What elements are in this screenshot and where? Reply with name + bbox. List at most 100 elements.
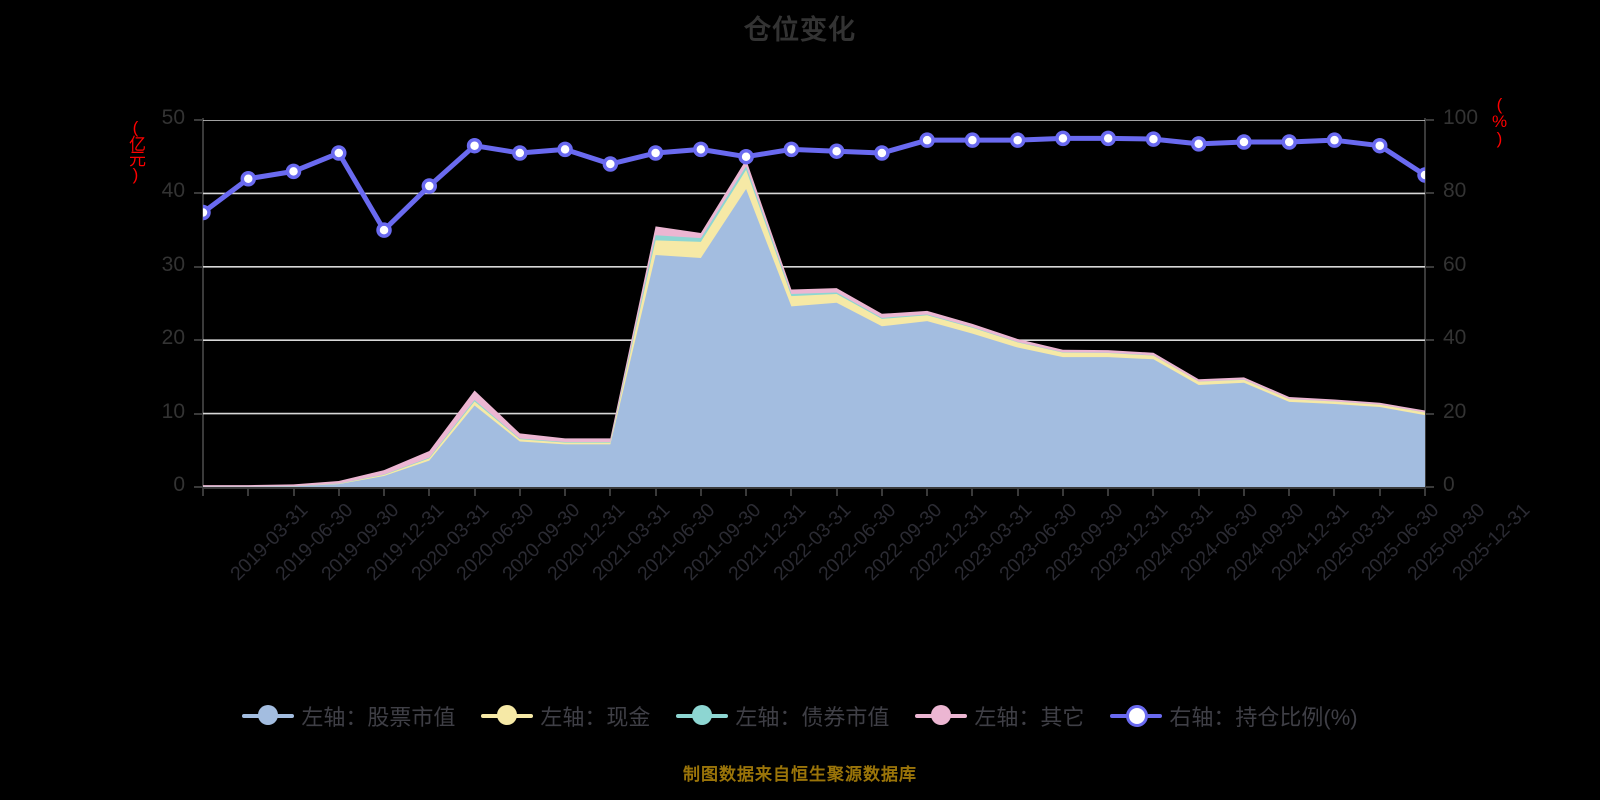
area-series-0 <box>203 188 1425 487</box>
ratio-data-point[interactable] <box>1145 131 1162 147</box>
ratio-data-point[interactable] <box>512 145 528 161</box>
chart-legend: 左轴：股票市值 左轴：现金 左轴：债券市值 左轴：其它 右轴：持仓比例(%) <box>0 700 1600 732</box>
x-axis-tick-mark <box>1016 487 1019 496</box>
ratio-data-point[interactable] <box>874 145 890 161</box>
left-axis-tick-mark <box>194 486 203 488</box>
x-axis-tick-mark <box>564 487 567 496</box>
x-axis-tick-mark <box>202 487 204 496</box>
legend-item-1[interactable]: 左轴：现金 <box>481 700 650 732</box>
ratio-data-point[interactable] <box>1326 132 1343 148</box>
left-axis-tick-mark <box>194 339 203 342</box>
left-axis-tick-mark <box>194 192 203 195</box>
right-axis-tick-mark <box>1425 119 1434 121</box>
right-axis-unit-label: (%) <box>1490 95 1509 146</box>
ratio-data-point[interactable] <box>828 143 845 159</box>
ratio-data-point[interactable] <box>240 170 257 187</box>
left-axis-line <box>202 118 204 489</box>
right-axis-tick-mark <box>1425 265 1434 268</box>
x-axis-tick-mark <box>971 487 974 496</box>
ratio-data-point[interactable] <box>783 141 800 158</box>
x-axis-tick-mark <box>1378 487 1381 496</box>
left-axis-tick-mark <box>194 265 203 268</box>
x-axis-tick-mark <box>1424 487 1426 496</box>
x-axis-tick-mark <box>745 487 748 496</box>
x-axis-tick-mark <box>1152 487 1155 496</box>
legend-label: 右轴：持仓比例(%) <box>1169 705 1358 730</box>
bottom-axis-line <box>202 487 1426 489</box>
x-axis-tick-mark <box>609 487 612 496</box>
ratio-data-point[interactable] <box>557 141 573 158</box>
x-axis-tick-mark <box>518 487 521 496</box>
footer-note: 制图数据来自恒生聚源数据库 <box>683 765 917 784</box>
x-axis-tick-mark <box>790 487 793 496</box>
plot-area <box>203 120 1425 487</box>
legend-item-3[interactable]: 左轴：其它 <box>915 700 1084 732</box>
x-axis-tick-mark <box>926 487 929 496</box>
x-axis-tick-mark <box>1197 487 1200 496</box>
ratio-data-point[interactable] <box>1190 136 1207 152</box>
left-axis-tick-label: 10 <box>161 399 185 423</box>
ratio-data-point[interactable] <box>693 141 709 158</box>
right-axis-tick-label: 60 <box>1443 252 1467 276</box>
legend-dot <box>1126 705 1149 727</box>
legend-label: 左轴：债券市值 <box>735 705 890 730</box>
x-axis-tick-mark <box>835 487 838 496</box>
legend-label: 左轴：其它 <box>974 705 1085 730</box>
ratio-data-point[interactable] <box>1236 134 1252 150</box>
x-axis-tick-mark <box>1288 487 1291 496</box>
ratio-data-point[interactable] <box>738 148 754 165</box>
left-axis-tick-label: 40 <box>161 179 185 203</box>
series-marker-icon <box>915 705 968 727</box>
x-axis-tick-mark <box>292 487 295 496</box>
series-marker-icon <box>676 705 729 727</box>
ratio-data-point[interactable] <box>1281 134 1297 150</box>
ratio-data-point[interactable] <box>1009 132 1026 148</box>
x-axis-tick-mark <box>1107 487 1110 496</box>
legend-dot <box>692 705 713 725</box>
page-title: 仓位变化 <box>744 15 856 45</box>
legend-item-2[interactable]: 左轴：债券市值 <box>676 700 889 732</box>
x-axis-tick-mark <box>654 487 657 496</box>
right-axis-tick-mark <box>1425 486 1434 488</box>
right-axis-tick-label: 40 <box>1443 326 1467 350</box>
left-axis-tick-label: 0 <box>173 473 185 496</box>
left-axis-tick-mark <box>194 119 203 121</box>
x-axis-tick-mark <box>880 487 883 496</box>
right-axis-line <box>1424 118 1426 489</box>
right-axis-tick-label: 0 <box>1443 473 1455 496</box>
ratio-data-point[interactable] <box>964 132 981 148</box>
x-axis-tick-mark <box>1333 487 1336 496</box>
right-axis-tick-mark <box>1425 339 1434 342</box>
ratio-data-point[interactable] <box>1055 130 1071 147</box>
ratio-data-point[interactable] <box>421 178 438 194</box>
ratio-data-point[interactable] <box>331 145 347 161</box>
legend-label: 左轴：股票市值 <box>301 705 456 730</box>
x-axis-tick-mark <box>1061 487 1064 496</box>
ratio-data-point[interactable] <box>1100 130 1116 147</box>
ratio-data-point[interactable] <box>647 145 664 161</box>
ratio-data-point[interactable] <box>602 156 619 172</box>
legend-item-0[interactable]: 左轴：股票市值 <box>242 700 455 732</box>
legend-item-4[interactable]: 右轴：持仓比例(%) <box>1110 700 1358 732</box>
series-marker-icon <box>481 705 534 727</box>
ratio-data-point[interactable] <box>1417 167 1425 183</box>
ratio-data-point[interactable] <box>1371 137 1388 154</box>
x-axis-tick-mark <box>247 487 250 496</box>
right-axis-tick-label: 20 <box>1443 399 1467 423</box>
left-axis-unit-label: (亿元) <box>126 118 145 182</box>
left-axis-tick-label: 50 <box>161 106 185 129</box>
x-axis-tick-mark <box>337 487 340 496</box>
legend-label: 左轴：现金 <box>540 705 651 730</box>
ratio-data-point[interactable] <box>376 222 392 238</box>
ratio-data-point[interactable] <box>919 132 935 148</box>
right-axis-tick-label: 100 <box>1443 106 1479 129</box>
ratio-data-point[interactable] <box>466 137 483 154</box>
ratio-data-point[interactable] <box>285 163 302 180</box>
x-axis-tick-mark <box>383 487 386 496</box>
ratio-data-point[interactable] <box>203 204 211 221</box>
x-axis-tick-mark <box>1242 487 1245 496</box>
x-axis-tick-mark <box>473 487 476 496</box>
series-marker-icon <box>1110 705 1163 727</box>
left-axis-tick-mark <box>194 412 203 415</box>
